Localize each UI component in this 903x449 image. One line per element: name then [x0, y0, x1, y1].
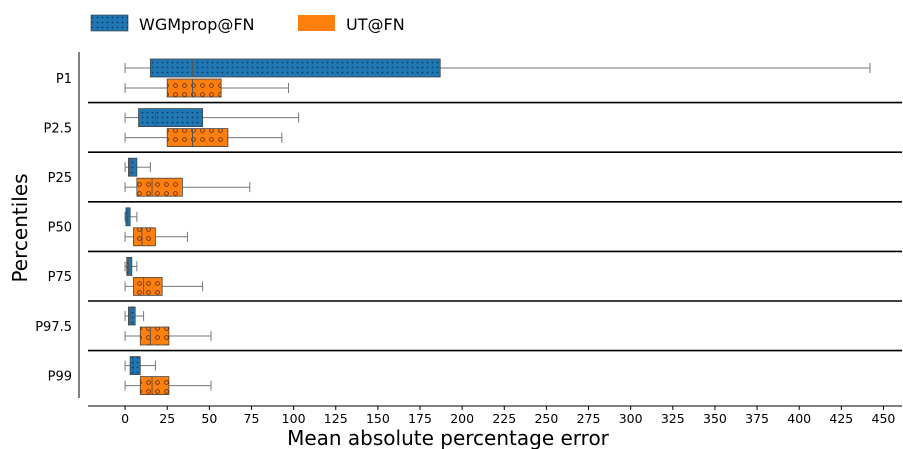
x-tick-label: 125 [324, 411, 348, 426]
box-iqr [136, 177, 183, 197]
box-wgmprop-p97-5 [124, 306, 145, 326]
y-tick-labels: P1 P2.5 P25 P50 P75 P97.5 P99 [35, 72, 72, 385]
y-tick-label: P99 [48, 369, 72, 384]
box-iqr [126, 256, 133, 276]
legend: WGMprop@FN UT@FN [90, 14, 405, 34]
box-ut-p2-5 [124, 128, 283, 148]
x-tick-label: 400 [787, 411, 811, 426]
x-tick-label: 300 [619, 411, 643, 426]
box-iqr [149, 58, 441, 78]
box-iqr [166, 128, 229, 148]
y-tick-label: P1 [56, 72, 72, 87]
box-ut-p75 [124, 276, 204, 296]
box-wgmprop-p50 [124, 207, 138, 227]
x-tick-label: 200 [450, 411, 474, 426]
legend-label-wgmprop: WGMprop@FN [139, 15, 255, 34]
box-iqr [166, 78, 222, 98]
x-tick-label: 100 [282, 411, 306, 426]
x-tick-label: 375 [745, 411, 769, 426]
y-tick-label: P25 [48, 171, 72, 186]
box-iqr [133, 227, 156, 247]
x-tick-label: 325 [661, 411, 685, 426]
x-tick-label: 275 [577, 411, 601, 426]
box-wgmprop-p25 [124, 157, 151, 177]
box-wgmprop-p99 [124, 356, 156, 376]
x-tick-label: 150 [366, 411, 390, 426]
x-tick-labels: 0 25 50 75 100 125 150 175 200 225 250 275 300 325 350… [121, 406, 895, 426]
x-tick-label: 450 [872, 411, 896, 426]
y-axis-title: Percentiles [8, 173, 32, 282]
x-tick-label: 425 [829, 411, 853, 426]
x-tick-label: 350 [703, 411, 727, 426]
legend-swatch-ut [298, 15, 335, 31]
x-axis-title: Mean absolute percentage error [287, 426, 610, 449]
box-ut-p1 [124, 78, 290, 98]
x-tick-label: 25 [159, 411, 175, 426]
box-wgmprop-p75 [124, 256, 138, 276]
x-tick-label: 225 [492, 411, 516, 426]
box-marks [124, 58, 871, 396]
box-iqr [128, 157, 138, 177]
y-tick-label: P75 [48, 270, 72, 285]
box-iqr [133, 276, 163, 296]
x-tick-label: 0 [121, 411, 129, 426]
legend-label-ut: UT@FN [346, 15, 405, 34]
box-ut-p99 [124, 376, 212, 396]
x-tick-label: 50 [201, 411, 217, 426]
box-iqr [139, 326, 170, 346]
box-iqr [138, 108, 204, 127]
legend-swatch-wgmprop [90, 14, 129, 32]
x-tick-label: 75 [244, 411, 260, 426]
box-iqr [139, 376, 170, 396]
category-separators [88, 101, 902, 352]
box-ut-p25 [124, 177, 251, 197]
y-tick-label: P2.5 [43, 121, 72, 136]
y-tick-label: P50 [48, 221, 72, 236]
box-wgmprop-p2-5 [124, 108, 300, 127]
y-tick-label: P97.5 [35, 320, 72, 335]
x-tick-label: 175 [408, 411, 432, 426]
box-wgmprop-p1 [124, 58, 871, 78]
box-ut-p50 [124, 227, 188, 247]
x-tick-label: 250 [534, 411, 558, 426]
axes [78, 52, 902, 407]
box-ut-p97-5 [124, 326, 212, 346]
box-iqr [129, 356, 141, 376]
box-iqr [128, 306, 136, 326]
